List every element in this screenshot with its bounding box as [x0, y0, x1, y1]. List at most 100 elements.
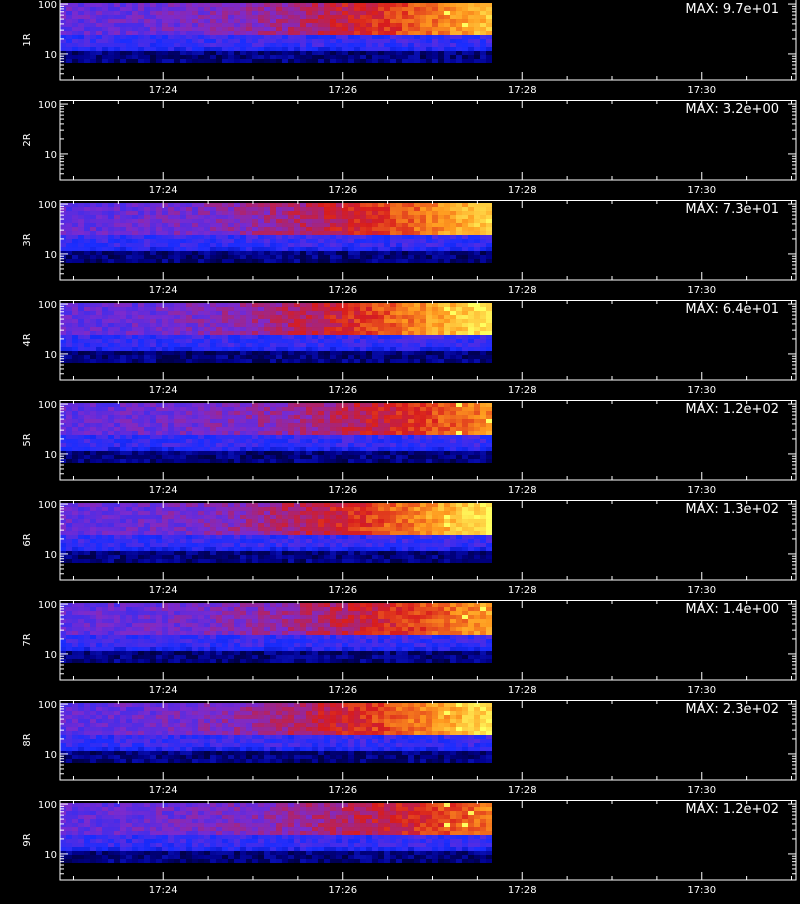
- heatmap-cell: [168, 227, 174, 232]
- heatmap-cell: [180, 235, 186, 240]
- heatmap-cell: [204, 447, 210, 452]
- heatmap-cell: [480, 339, 486, 344]
- heatmap-cell: [114, 251, 120, 256]
- heatmap-cell: [336, 351, 342, 356]
- heatmap-cell: [204, 455, 210, 460]
- heatmap-cell: [96, 203, 102, 208]
- heatmap-cell: [186, 407, 192, 412]
- heatmap-cell: [198, 523, 204, 528]
- heatmap-cell: [462, 351, 468, 356]
- heatmap-cell: [222, 347, 228, 352]
- heatmap-cell: [168, 239, 174, 244]
- heatmap-cell: [342, 355, 348, 360]
- heatmap-cell: [162, 19, 168, 24]
- heatmap-cell: [330, 315, 336, 320]
- heatmap-cell: [372, 219, 378, 224]
- heatmap-cell: [336, 331, 342, 336]
- heatmap-cell: [468, 3, 474, 8]
- heatmap-cell: [312, 335, 318, 340]
- heatmap-cell: [354, 403, 360, 408]
- heatmap-cell: [474, 47, 480, 52]
- heatmap-cell: [252, 307, 258, 312]
- heatmap-cell: [108, 531, 114, 536]
- heatmap-cell: [66, 511, 72, 516]
- heatmap-cell: [216, 527, 222, 532]
- heatmap-cell: [462, 227, 468, 232]
- heatmap-cell: [186, 403, 192, 408]
- heatmap-cell: [186, 347, 192, 352]
- heatmap-cell: [324, 39, 330, 44]
- heatmap-cell: [138, 431, 144, 436]
- heatmap-cell: [366, 439, 372, 444]
- heatmap-cell: [306, 255, 312, 260]
- heatmap-cell: [222, 223, 228, 228]
- heatmap-cell: [336, 51, 342, 56]
- heatmap-cell: [144, 443, 150, 448]
- heatmap-cell: [150, 515, 156, 520]
- heatmap-cell: [246, 239, 252, 244]
- heatmap-cell: [186, 511, 192, 516]
- heatmap-cell: [444, 19, 450, 24]
- heatmap-cell: [288, 15, 294, 20]
- heatmap-cell: [384, 311, 390, 316]
- heatmap-cell: [180, 327, 186, 332]
- heatmap-cell: [408, 211, 414, 216]
- heatmap-cell: [168, 311, 174, 316]
- heatmap-cell: [234, 535, 240, 540]
- heatmap-cell: [192, 511, 198, 516]
- heatmap-cell: [228, 439, 234, 444]
- heatmap-cell: [234, 331, 240, 336]
- heatmap-cell: [294, 39, 300, 44]
- heatmap-cell: [282, 235, 288, 240]
- heatmap-cell: [66, 355, 72, 360]
- heatmap-cell: [144, 327, 150, 332]
- heatmap-cell: [120, 343, 126, 348]
- heatmap-cell: [144, 411, 150, 416]
- heatmap-cell: [270, 431, 276, 436]
- heatmap-cell: [408, 307, 414, 312]
- heatmap-cell: [270, 527, 276, 532]
- heatmap-cell: [270, 47, 276, 52]
- heatmap-cell: [192, 435, 198, 440]
- heatmap-cell: [366, 243, 372, 248]
- heatmap-cell: [246, 255, 252, 260]
- heatmap-cell: [216, 215, 222, 220]
- heatmap-cell: [300, 415, 306, 420]
- heatmap-cell: [96, 503, 102, 508]
- heatmap-cell: [168, 223, 174, 228]
- heatmap-cell: [186, 355, 192, 360]
- heatmap-cell: [306, 231, 312, 236]
- heatmap-cell: [96, 239, 102, 244]
- heatmap-cell: [474, 35, 480, 40]
- heatmap-cell: [276, 31, 282, 36]
- heatmap-cell: [180, 7, 186, 12]
- heatmap-cell: [438, 519, 444, 524]
- heatmap-cell: [210, 335, 216, 340]
- heatmap-cell: [342, 423, 348, 428]
- heatmap-cell: [480, 451, 486, 456]
- heatmap-cell: [486, 527, 492, 532]
- heatmap-cell: [204, 427, 210, 432]
- heatmap-cell: [438, 307, 444, 312]
- heatmap-cell: [144, 423, 150, 428]
- heatmap-cell: [60, 351, 66, 356]
- heatmap-cell: [414, 451, 420, 456]
- heatmap-cell: [258, 451, 264, 456]
- heatmap-cell: [480, 435, 486, 440]
- heatmap-cell: [420, 319, 426, 324]
- heatmap-cell: [234, 427, 240, 432]
- heatmap-cell: [390, 427, 396, 432]
- heatmap-cell: [408, 31, 414, 36]
- heatmap-cell: [276, 235, 282, 240]
- heatmap-cell: [318, 239, 324, 244]
- heatmap-cell: [384, 331, 390, 336]
- heatmap-cell: [462, 311, 468, 316]
- heatmap-cell: [252, 343, 258, 348]
- heatmap-cell: [330, 531, 336, 536]
- heatmap-cell: [354, 311, 360, 316]
- heatmap-cell: [108, 215, 114, 220]
- heatmap-cell: [348, 259, 354, 264]
- heatmap-cell: [168, 43, 174, 48]
- heatmap-cell: [378, 507, 384, 512]
- heatmap-cell: [462, 315, 468, 320]
